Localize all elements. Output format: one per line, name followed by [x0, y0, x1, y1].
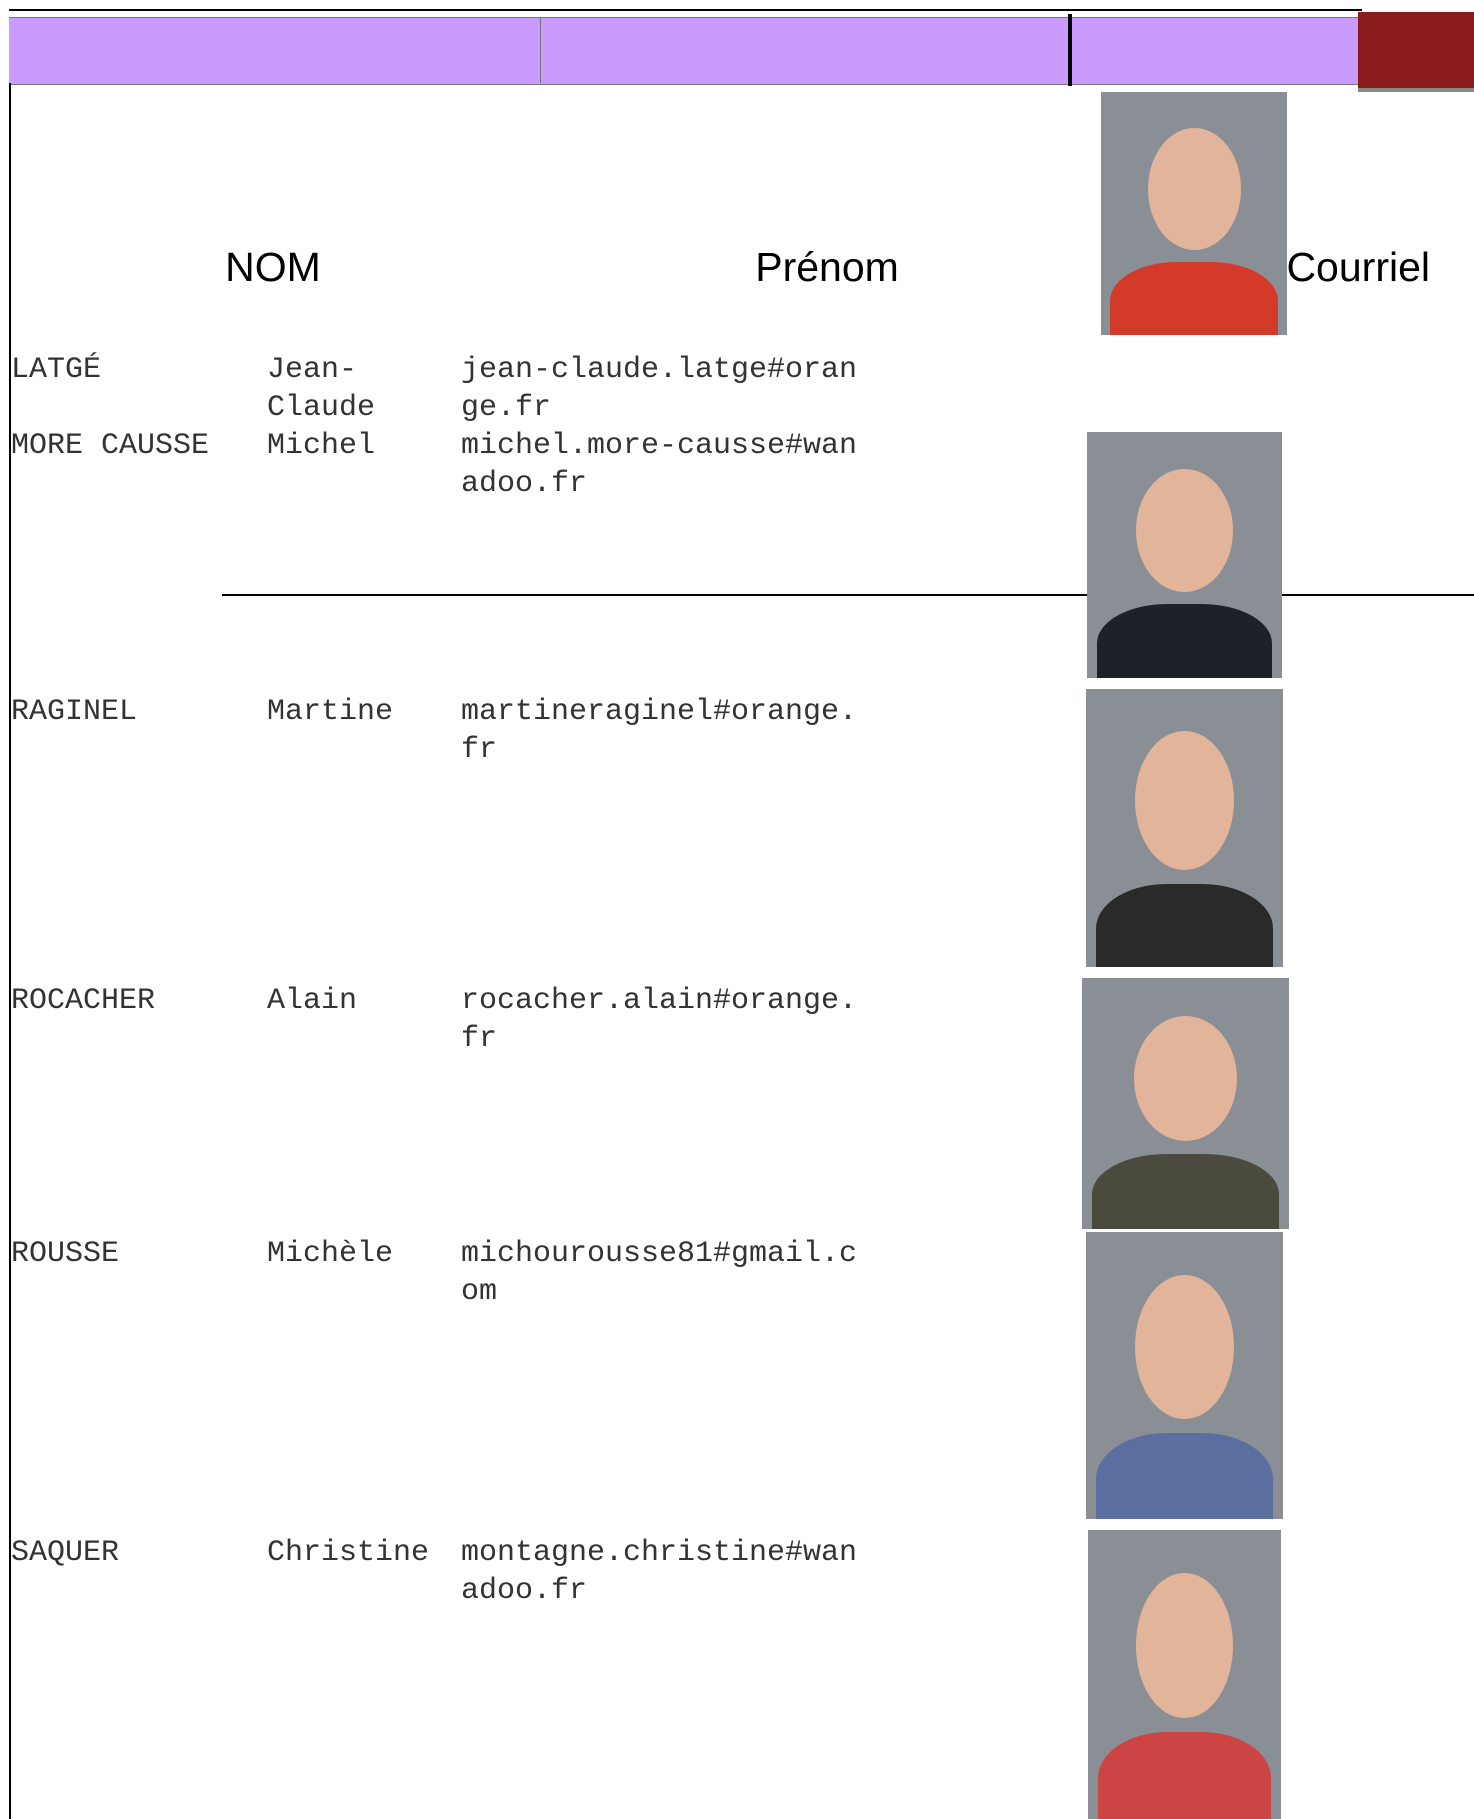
nom: MORE CAUSSE [11, 429, 210, 463]
courriel: michourousse81#gmail.com [461, 1237, 858, 1309]
photo [1086, 1232, 1283, 1519]
prenom: Michèle [267, 1237, 394, 1271]
prenom: Martine [267, 695, 394, 729]
photo [1101, 92, 1287, 335]
courriel: rocacher.alain#orange.fr [461, 984, 858, 1056]
photo [1088, 1530, 1281, 1819]
prenom: Alain [267, 984, 358, 1018]
nom: SAQUER [11, 1536, 120, 1570]
column-header: Courriel [1286, 244, 1430, 290]
courriel: martineraginel#orange.fr [461, 695, 858, 767]
nom: LATGÉ [11, 353, 102, 387]
header-divider [540, 17, 541, 83]
accent-block [1358, 12, 1474, 92]
photo [1087, 432, 1282, 678]
courriel: montagne.christine#wanadoo.fr [461, 1536, 858, 1608]
courriel: jean-claude.latge#orange.fr [461, 353, 858, 425]
nom: RAGINEL [11, 695, 138, 729]
header-bar [9, 17, 1474, 85]
nom: ROUSSE [11, 1237, 120, 1271]
prenom: Christine [267, 1536, 430, 1570]
left-border [9, 83, 11, 1819]
photo [1086, 689, 1283, 967]
column-header: NOM [225, 244, 321, 290]
nom: ROCACHER [11, 984, 156, 1018]
column-header: Prénom [755, 244, 899, 290]
separator [222, 594, 1474, 596]
prenom: Michel [267, 429, 376, 463]
courriel: michel.more-causse#wanadoo.fr [461, 429, 858, 501]
header-divider [1068, 14, 1072, 86]
prenom: Jean-Claude [267, 353, 376, 425]
photo [1082, 978, 1289, 1229]
top-rule [9, 9, 1362, 11]
